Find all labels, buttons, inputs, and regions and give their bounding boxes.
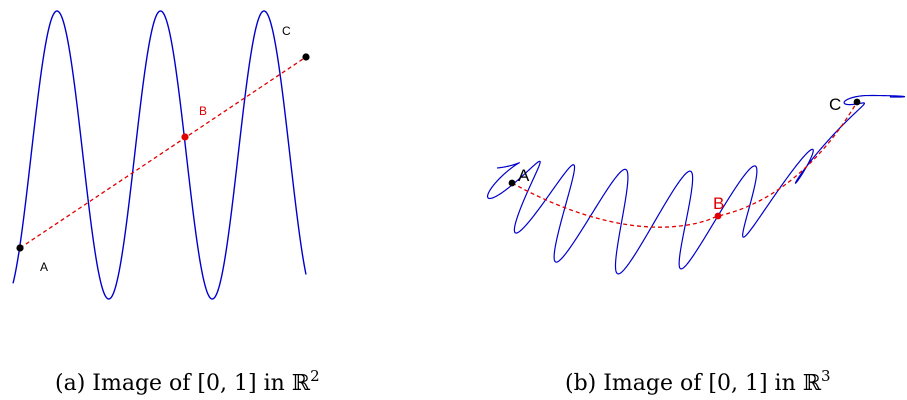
point-b-A (508, 179, 516, 187)
label-b-C: C (829, 95, 841, 114)
label-b-A: A (518, 166, 530, 185)
label-a-C: C (282, 24, 291, 38)
caption-b-exponent: 3 (821, 367, 831, 385)
dashed-chord-a (19, 56, 307, 249)
label-b-B: B (713, 194, 724, 213)
point-a-A (16, 244, 24, 252)
caption-b: (b) Image of [0, 1] in ℝ3 (565, 367, 831, 396)
caption-a-interval: [0, 1] (197, 371, 256, 396)
caption-b-mid: in (768, 371, 803, 396)
panel-a: A B C (12, 10, 310, 300)
caption-a-mid: in (257, 371, 292, 396)
point-b-B (714, 212, 722, 220)
caption-a-exponent: 2 (310, 367, 320, 385)
dashed-path-b (511, 101, 858, 228)
curve-b (486, 94, 906, 275)
caption-a: (a) Image of [0, 1] in ℝ2 (55, 367, 320, 396)
caption-b-prefix: (b) Image of (565, 371, 708, 396)
caption-b-interval: [0, 1] (708, 371, 767, 396)
label-a-B: B (199, 104, 207, 118)
panel-b: A B C (486, 94, 906, 275)
curve-a (12, 10, 307, 300)
point-b-C (853, 98, 861, 106)
caption-a-space: ℝ (292, 371, 311, 396)
point-a-C (302, 53, 310, 61)
label-a-A: A (40, 260, 48, 274)
point-a-B (181, 133, 189, 141)
caption-b-space: ℝ (803, 371, 822, 396)
caption-a-prefix: (a) Image of (55, 371, 197, 396)
